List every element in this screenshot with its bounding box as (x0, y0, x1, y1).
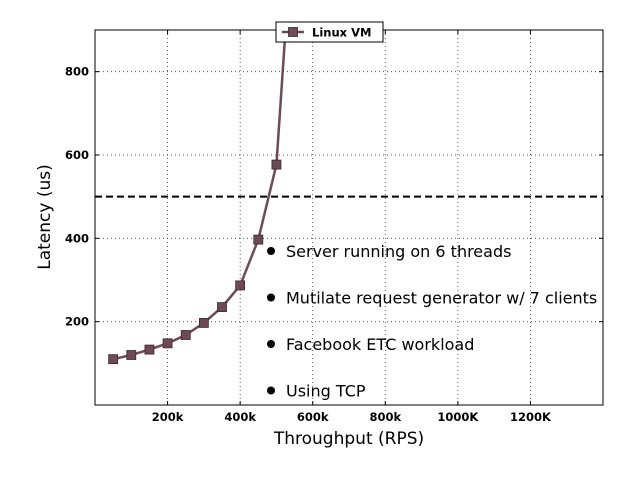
data-point (162, 338, 173, 349)
data-point (253, 234, 264, 245)
annotation-bullet (267, 293, 275, 302)
legend: Linux VM (275, 21, 384, 43)
annotation-text: Mutilate request generator w/ 7 clients (286, 289, 597, 308)
legend-box (275, 21, 384, 43)
annotation-bullet (267, 340, 275, 348)
annotation-bullet (267, 386, 275, 395)
legend-marker-swatch (288, 27, 298, 37)
annotation-bullet (267, 247, 275, 255)
data-point (180, 330, 191, 340)
x-tick-label: 400k (224, 410, 256, 424)
series-layer (108, 30, 287, 365)
y-tick-label: 400 (65, 231, 89, 245)
data-point (235, 280, 246, 291)
y-tick-label: 600 (65, 148, 89, 162)
data-point (144, 344, 155, 355)
annotation-text: Server running on 6 threads (286, 242, 511, 261)
axis-ticks: 200k 400k 600k 800k 1000K 1200K 200 400 600 800 (65, 30, 603, 424)
x-tick-label: 600k (297, 410, 329, 424)
x-tick-label: 1000K (437, 410, 479, 424)
data-point (217, 302, 227, 312)
data-point (108, 354, 119, 365)
data-point (271, 159, 282, 170)
annotation-text: Using TCP (286, 382, 366, 401)
x-tick-label: 800k (369, 410, 401, 424)
annotation-text: Facebook ETC workload (286, 335, 474, 354)
annotations: Server running on 6 threads Mutilate requ… (267, 242, 597, 401)
data-point (198, 318, 209, 328)
x-axis-title: Throughput (RPS) (273, 429, 424, 449)
x-tick-label: 200k (152, 410, 184, 424)
legend-label: Linux VM (312, 26, 371, 40)
series-line (112, 30, 287, 361)
data-point (126, 350, 137, 360)
x-tick-label: 1200K (510, 410, 552, 424)
y-tick-label: 200 (65, 315, 89, 329)
series-0 (108, 30, 287, 365)
y-tick-label: 800 (65, 65, 89, 79)
y-axis-title: Latency (us) (35, 164, 55, 270)
